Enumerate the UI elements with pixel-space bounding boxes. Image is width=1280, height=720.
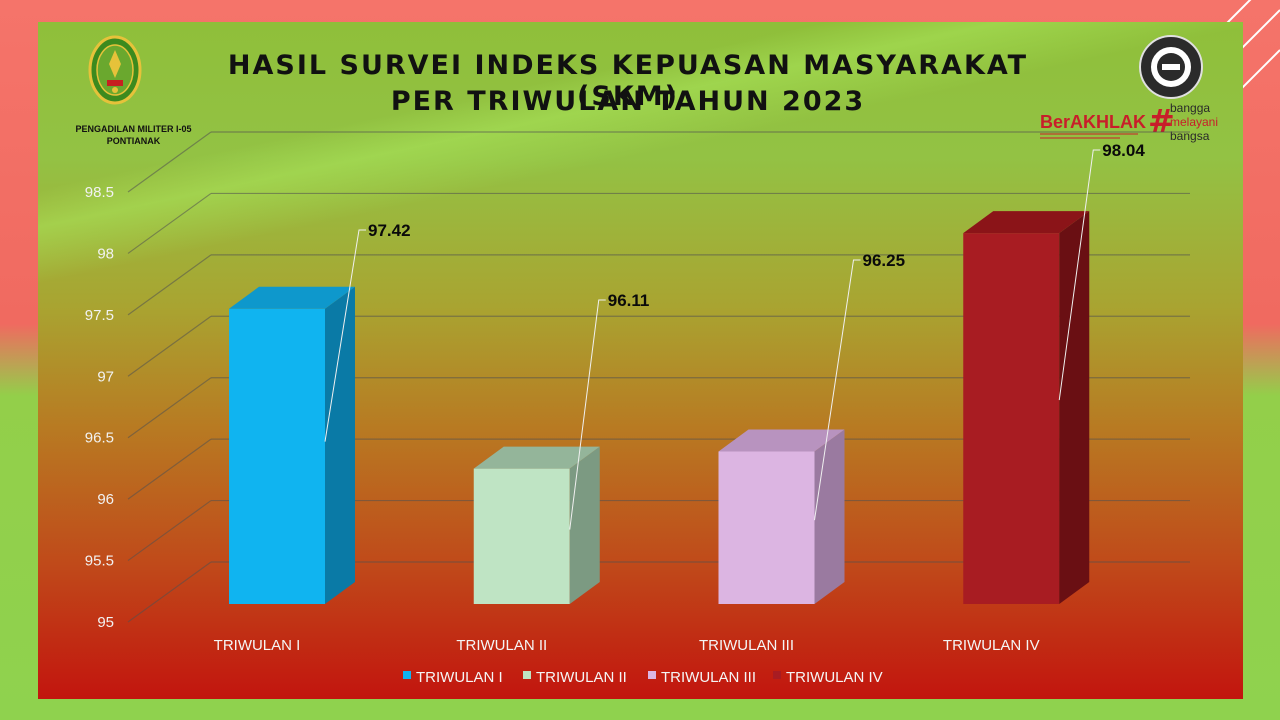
y-tick-label: 95 [97,614,114,631]
organization-name: PENGADILAN MILITER I-05 PONTIANAK [46,123,221,147]
berakhlak-tagline2: melayani [1170,115,1218,129]
bar-top [718,429,845,452]
legend-swatch [648,671,656,679]
x-axis-labels: TRIWULAN I TRIWULAN II TRIWULAN III TRIWULA… [214,637,1040,654]
gridline-diagonal [127,561,212,623]
berakhlak-tagline1: bangga [1170,101,1210,115]
data-label: 98.04 [1102,141,1145,160]
bar-front [963,233,1060,604]
legend-item: TRIWULAN I [403,669,503,686]
org-name-line1: PENGADILAN MILITER I-05 [75,124,192,134]
chart-legend: TRIWULAN I TRIWULAN II TRIWULAN III TRIWULA… [403,669,883,686]
gridline-diagonal [127,500,212,562]
y-tick-label: 95.5 [85,553,114,570]
legend-label: TRIWULAN III [661,669,756,686]
data-label-leader [814,259,861,521]
legend-item: TRIWULAN IV [773,669,883,686]
gridline-diagonal [127,377,212,439]
bar-2 [473,446,600,604]
data-labels: 97.42 96.11 96.25 98.04 [324,141,1145,530]
gridline-diagonal [127,131,212,193]
legend-label: TRIWULAN IV [786,669,883,686]
bar-side [1059,211,1090,604]
x-tick-label: TRIWULAN II [456,637,547,654]
berakhlak-word: BerAKHLAK [1040,112,1146,132]
bar-chart: 95 95.5 96 96.5 97 97.5 98 98.5 97.42 96.11 96.25… [85,131,1190,686]
legend-swatch [403,671,411,679]
bar-front [473,468,570,604]
gridline-diagonal [127,192,212,254]
bar-top [229,286,355,309]
x-tick-label: TRIWULAN IV [943,637,1040,654]
page-title: HASIL SURVEI INDEKS KEPUASAN MASYARAKAT … [227,50,1029,112]
bar-4 [963,211,1090,604]
data-label: 96.11 [608,291,650,310]
bar-top [473,446,600,469]
data-label: 97.42 [368,221,411,240]
court-emblem-icon [88,35,142,105]
org-name-line2: PONTIANAK [106,136,161,146]
y-tick-label: 97.5 [85,307,114,324]
page-subtitle: PER TRIWULAN TAHUN 2023 [390,86,866,117]
bar-side [814,429,845,604]
bar-front [229,308,325,604]
gridline-diagonal [127,315,212,377]
slide-panel: PENGADILAN MILITER I-05 PONTIANAK HASIL … [38,22,1243,699]
y-tick-label: 97 [97,368,114,385]
gridline-diagonal [127,438,212,500]
y-tick-label: 96 [97,491,114,508]
data-label-leader [324,229,366,442]
bar-3 [718,429,845,604]
chart-bars [229,211,1090,604]
bar-front [718,451,815,604]
wbk-zona-integritas-seal-icon [1139,35,1203,99]
legend-label: TRIWULAN I [416,669,503,686]
bar-top [963,211,1090,234]
y-tick-label: 98.5 [85,184,114,201]
hashtag-icon: # [1148,102,1175,140]
berakhlak-logo: BerAKHLAK # bangga melayani bangsa [1040,101,1218,143]
legend-item: TRIWULAN III [648,669,756,686]
bar-side [569,446,600,604]
data-label-leader [569,299,606,530]
bar-side [325,286,355,604]
y-axis-ticks: 95 95.5 96 96.5 97 97.5 98 98.5 [85,184,114,631]
data-label-leader [1058,149,1101,401]
legend-item: TRIWULAN II [523,669,627,686]
y-tick-label: 98 [97,245,114,262]
y-tick-label: 96.5 [85,430,114,447]
x-tick-label: TRIWULAN III [699,637,794,654]
legend-swatch [773,671,781,679]
data-label: 96.25 [863,251,906,270]
bar-1 [229,286,355,604]
legend-swatch [523,671,531,679]
x-tick-label: TRIWULAN I [214,637,301,654]
legend-label: TRIWULAN II [536,669,627,686]
gridline-diagonal [127,254,212,316]
